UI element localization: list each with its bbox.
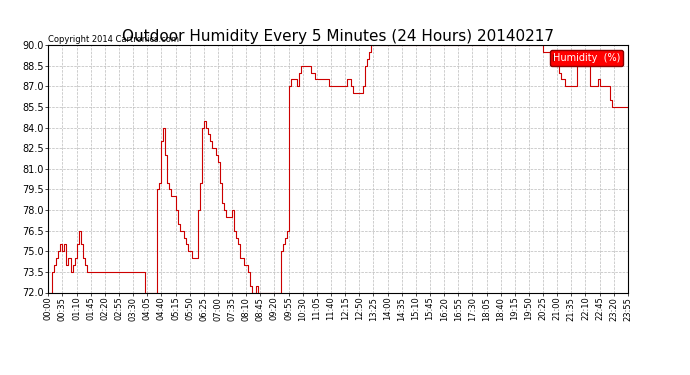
Legend: Humidity  (%): Humidity (%) — [550, 50, 623, 66]
Title: Outdoor Humidity Every 5 Minutes (24 Hours) 20140217: Outdoor Humidity Every 5 Minutes (24 Hou… — [122, 29, 554, 44]
Text: Copyright 2014 Cartronics.com: Copyright 2014 Cartronics.com — [48, 35, 179, 44]
